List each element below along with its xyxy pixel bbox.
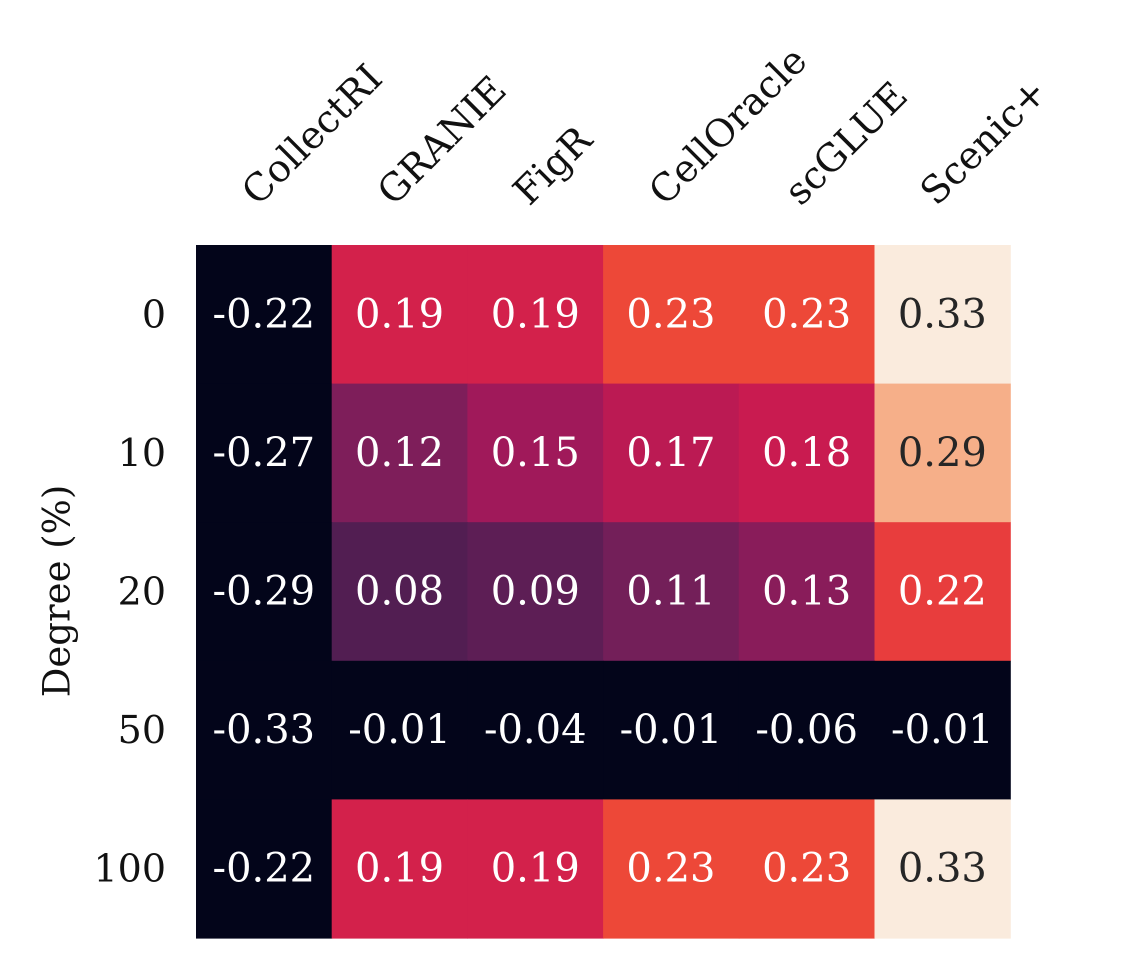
cell-value-label: -0.22	[213, 846, 316, 892]
y-tick-label: 10	[118, 431, 166, 475]
cell-value-label: 0.23	[762, 291, 851, 337]
heatmap-cell	[196, 799, 333, 939]
heatmap-cell	[467, 245, 604, 385]
heatmap-cell	[196, 383, 333, 523]
heatmap-cell	[331, 383, 468, 523]
cell-value-label: 0.13	[762, 569, 851, 615]
x-tick-label: Scenic+	[912, 69, 1056, 213]
cell-value-label: 0.11	[626, 569, 715, 615]
cell-value-label: -0.29	[213, 569, 316, 615]
cell-value-label: 0.22	[898, 569, 987, 615]
y-axis-label: Degree (%)	[36, 485, 79, 698]
cell-annotations: -0.22 0.19 0.19 0.23 0.23 0.33 -0.27 0.12 0.15 0.…	[213, 291, 994, 891]
cell-value-label: 0.17	[626, 430, 715, 476]
cell-value-label: -0.27	[213, 430, 316, 476]
heatmap-cell	[331, 799, 468, 939]
heatmap-cell	[331, 245, 468, 385]
heatmap-cell	[467, 522, 604, 662]
cell-value-label: 0.23	[626, 291, 715, 337]
cell-value-label: 0.15	[491, 430, 580, 476]
heatmap-cell	[331, 660, 468, 800]
heatmap-cell	[874, 799, 1011, 939]
heatmap-cell	[738, 799, 876, 939]
cell-value-label: 0.18	[762, 430, 851, 476]
cell-value-label: -0.22	[213, 291, 316, 337]
heatmap-cell	[874, 383, 1011, 523]
cell-value-label: -0.33	[213, 707, 316, 753]
cell-value-label: 0.19	[491, 291, 580, 337]
x-tick-label: FigR	[505, 117, 602, 214]
heatmap-cell	[603, 383, 740, 523]
x-tick-label: GRANIE	[369, 67, 515, 213]
heatmap-cell	[603, 245, 740, 385]
heatmap-cell	[196, 660, 333, 800]
cell-value-label: 0.33	[898, 846, 987, 892]
heatmap-cell	[196, 522, 333, 662]
cell-value-label: 0.29	[898, 430, 987, 476]
y-tick-label: 100	[93, 847, 166, 891]
heatmap-cell	[738, 522, 876, 662]
y-tick-label: 0	[142, 292, 166, 336]
heatmap-cell	[603, 522, 740, 662]
y-tick-label: 20	[118, 570, 166, 614]
cell-value-label: -0.01	[620, 707, 723, 753]
cell-value-label: -0.04	[484, 707, 587, 753]
cell-value-label: -0.01	[891, 707, 994, 753]
y-tick-labels: 0 10 20 50 100	[93, 292, 166, 890]
heatmap-cell	[467, 799, 604, 939]
x-tick-label: scGLUE	[776, 73, 916, 213]
cell-value-label: -0.06	[755, 707, 858, 753]
heatmap-cell	[603, 660, 740, 800]
heatmap-cell	[874, 522, 1011, 662]
heatmap-cell	[738, 245, 876, 385]
heatmap-cell	[467, 660, 604, 800]
heatmap-cell	[467, 383, 604, 523]
cell-value-label: 0.19	[355, 846, 444, 892]
heatmap-cell	[874, 245, 1011, 385]
heatmap-cell	[603, 799, 740, 939]
heatmap-cell	[874, 660, 1011, 800]
heatmap-cell	[196, 245, 333, 385]
cell-value-label: 0.08	[355, 569, 444, 615]
heatmap-cell	[738, 383, 876, 523]
cell-value-label: -0.01	[348, 707, 451, 753]
cell-value-label: 0.12	[355, 430, 444, 476]
heatmap-cell	[331, 522, 468, 662]
cell-value-label: 0.23	[762, 846, 851, 892]
heatmap-cells	[196, 245, 1011, 939]
y-tick-label: 50	[118, 708, 166, 752]
cell-value-label: 0.19	[491, 846, 580, 892]
cell-value-label: 0.23	[626, 846, 715, 892]
cell-value-label: 0.09	[491, 569, 580, 615]
cell-value-label: 0.33	[898, 291, 987, 337]
heatmap-cell	[738, 660, 876, 800]
cell-value-label: 0.19	[355, 291, 444, 337]
x-tick-label: CollectRI	[233, 56, 391, 214]
